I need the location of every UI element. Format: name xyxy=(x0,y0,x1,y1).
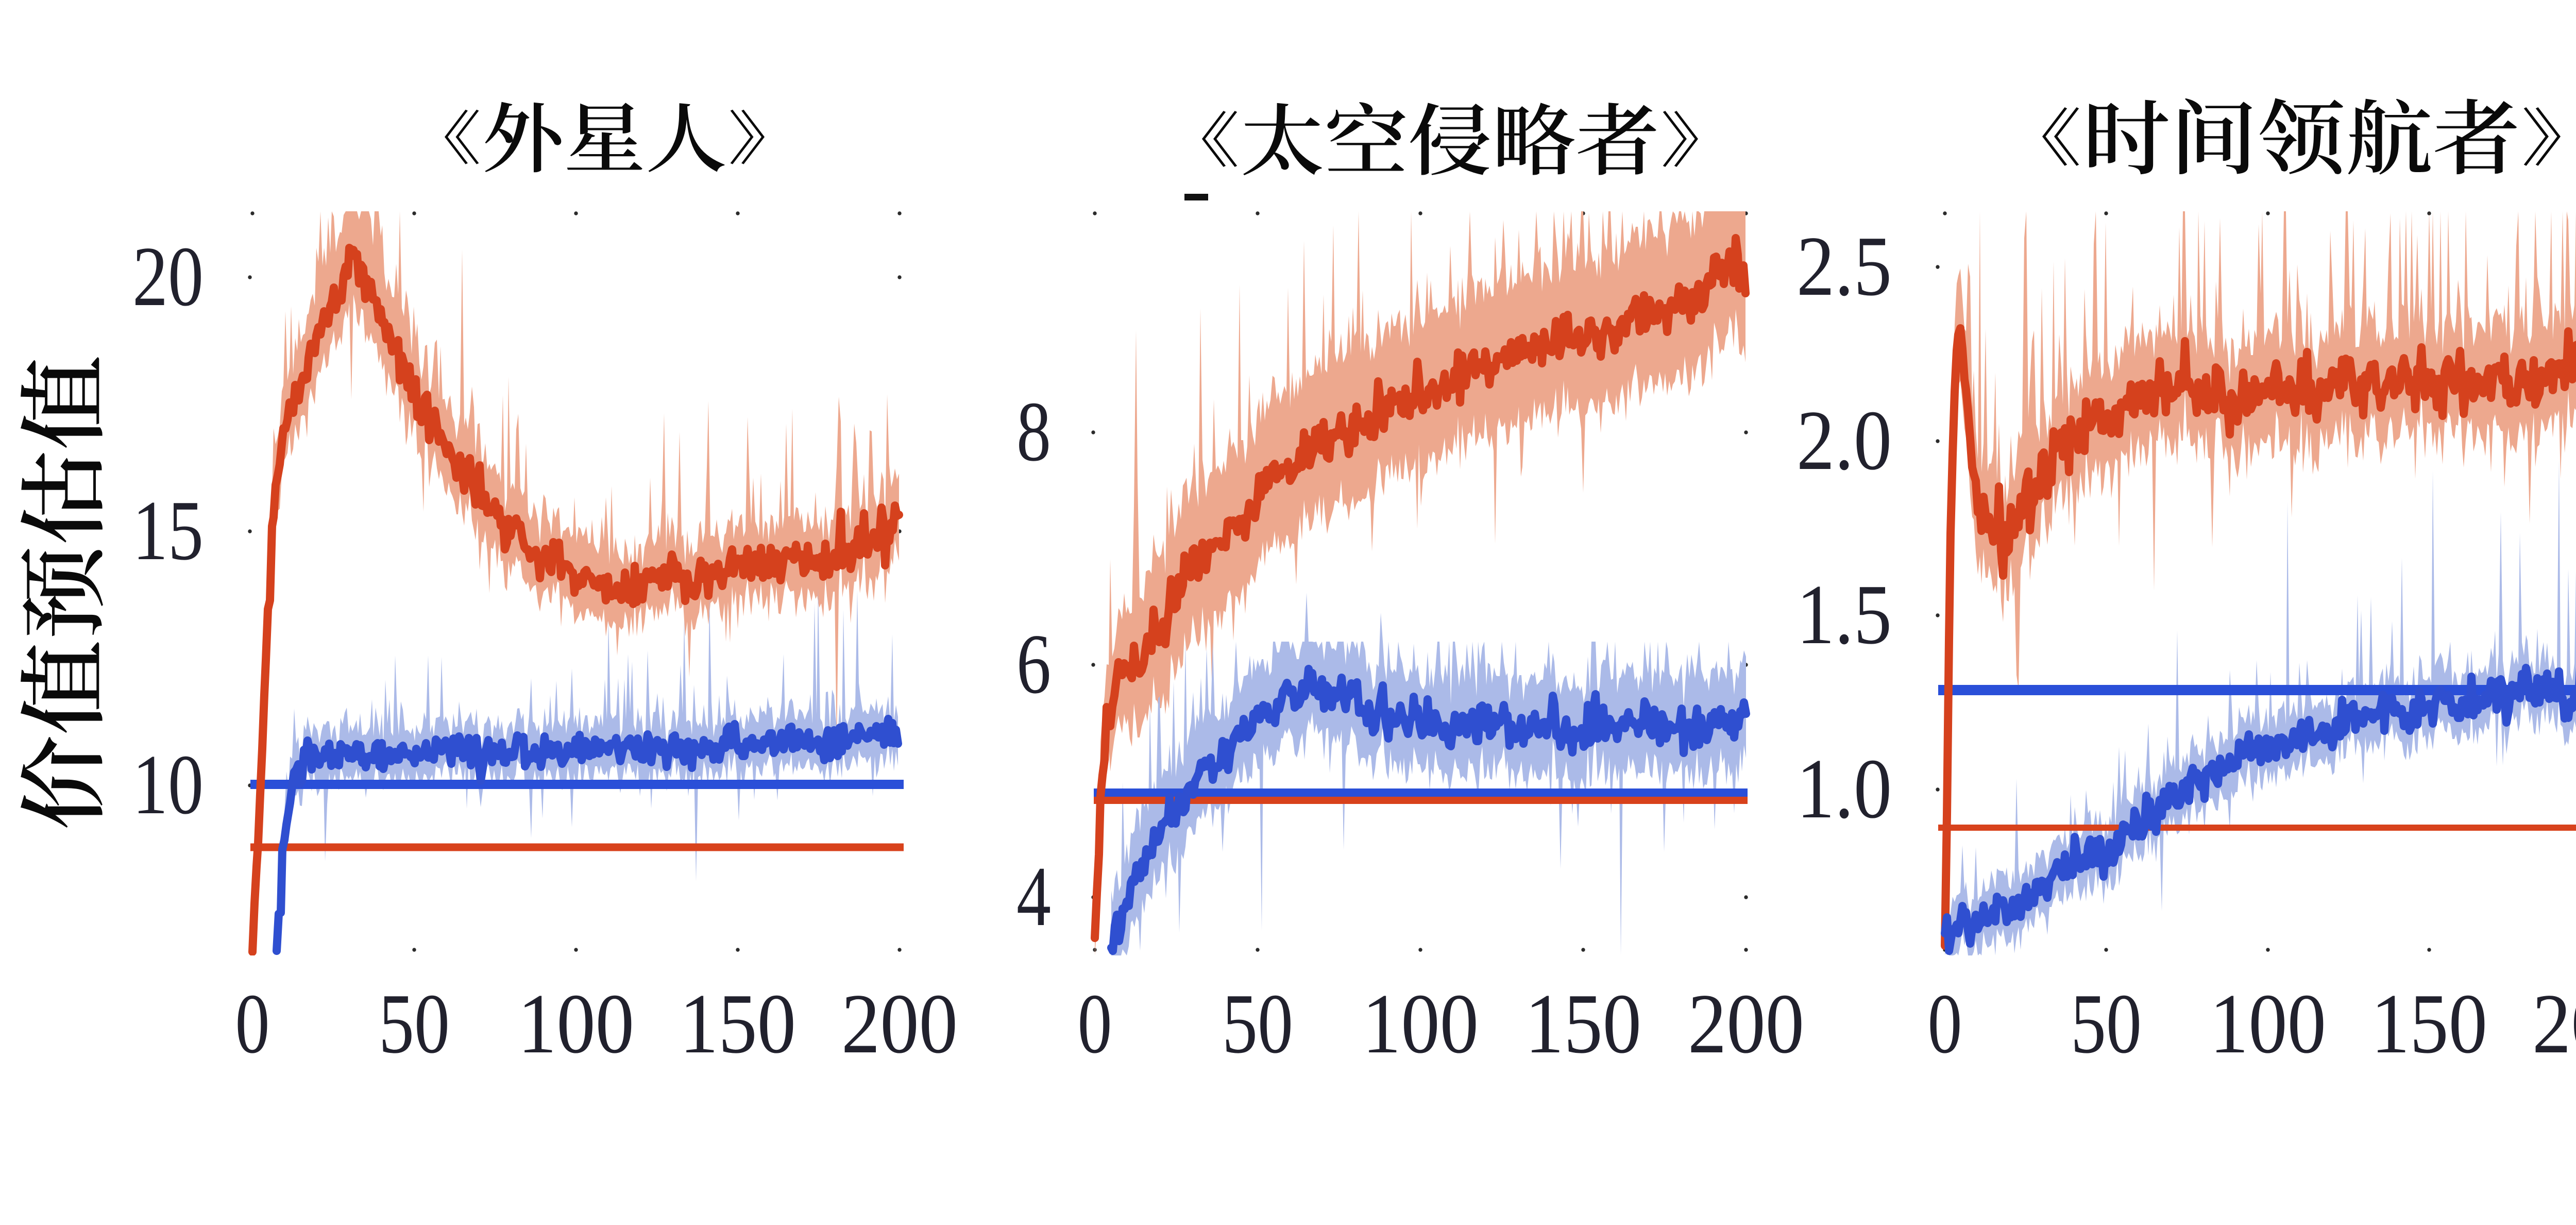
svg-text:20: 20 xyxy=(132,229,204,324)
svg-text:50: 50 xyxy=(1222,976,1293,1071)
svg-text:0: 0 xyxy=(235,976,270,1071)
svg-text:0: 0 xyxy=(1928,976,1962,1071)
svg-text:150: 150 xyxy=(1525,976,1641,1071)
svg-text:10: 10 xyxy=(132,737,204,832)
svg-text:100: 100 xyxy=(1362,976,1479,1071)
svg-text:0: 0 xyxy=(1078,976,1112,1071)
svg-text:100: 100 xyxy=(2210,976,2326,1071)
svg-text:4: 4 xyxy=(1016,849,1051,944)
svg-text:50: 50 xyxy=(2071,976,2142,1071)
svg-text:50: 50 xyxy=(379,976,450,1071)
svg-text:2.0: 2.0 xyxy=(1797,393,1892,488)
svg-text:200: 200 xyxy=(2532,976,2576,1071)
svg-text:100: 100 xyxy=(518,976,634,1071)
svg-text:2.5: 2.5 xyxy=(1797,219,1892,313)
svg-text:150: 150 xyxy=(680,976,796,1071)
svg-text:6: 6 xyxy=(1016,616,1051,711)
svg-text:1.5: 1.5 xyxy=(1797,567,1892,662)
svg-text:8: 8 xyxy=(1016,384,1051,479)
svg-text:150: 150 xyxy=(2371,976,2487,1071)
svg-text:1.0: 1.0 xyxy=(1797,741,1892,836)
svg-text:15: 15 xyxy=(132,483,204,578)
svg-text:200: 200 xyxy=(841,976,958,1071)
svg-text:200: 200 xyxy=(1688,976,1804,1071)
